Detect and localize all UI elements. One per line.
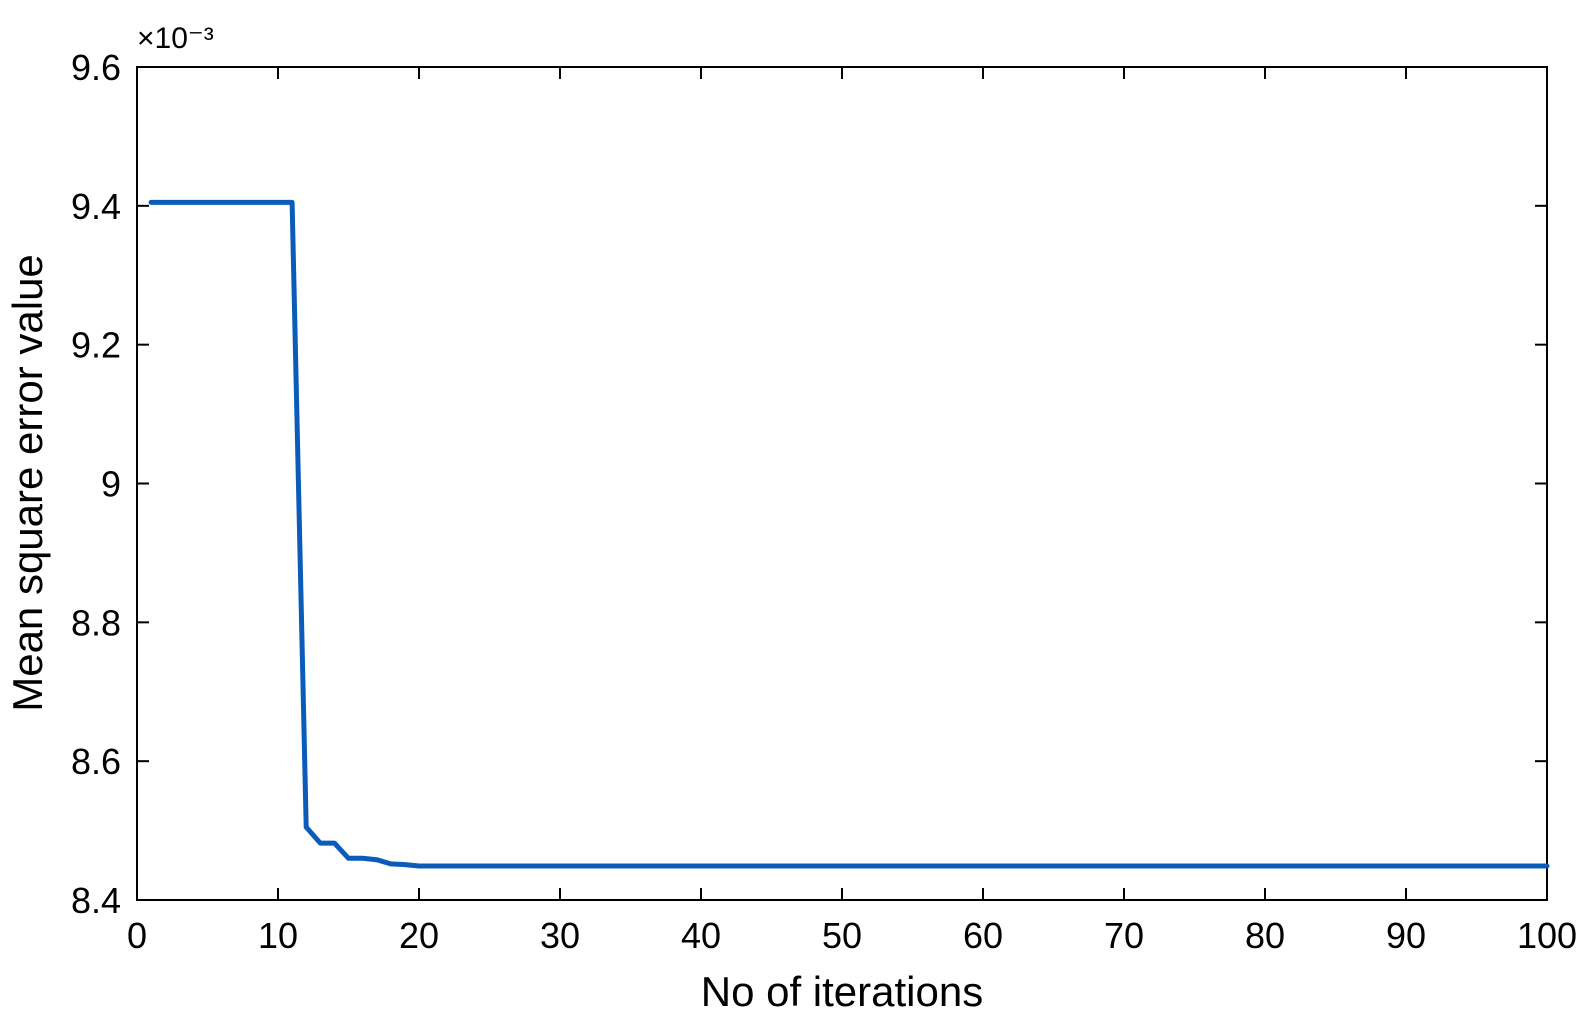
x-axis-label: No of iterations xyxy=(701,968,983,1015)
axis-tick-labels: 0 10 20 30 40 50 60 70 80 90 100 8.4 8.6 8.8 9 9.2 9.4 9.… xyxy=(71,47,1577,956)
plot-area xyxy=(136,66,1548,901)
series-group xyxy=(148,199,1550,869)
x-tick-label: 30 xyxy=(540,915,580,956)
y-tick-label: 8.6 xyxy=(71,741,121,782)
x-tick-label: 0 xyxy=(127,915,147,956)
x-tick-label: 50 xyxy=(822,915,862,956)
x-tick-label: 40 xyxy=(681,915,721,956)
x-tick-label: 10 xyxy=(258,915,298,956)
y-exponent-label: ×10⁻³ xyxy=(137,22,214,55)
y-tick-label: 8.8 xyxy=(71,602,121,643)
y-tick-label: 8.4 xyxy=(71,880,121,921)
series-line-1 xyxy=(148,199,1550,869)
y-tick-label: 9 xyxy=(101,464,121,505)
x-tick-label: 20 xyxy=(399,915,439,956)
y-tick-label: 9.4 xyxy=(71,186,121,227)
x-tick-label: 90 xyxy=(1386,915,1426,956)
x-tick-label: 70 xyxy=(1104,915,1144,956)
x-tick-label: 80 xyxy=(1245,915,1285,956)
x-tick-label: 100 xyxy=(1517,915,1577,956)
y-tick-label: 9.2 xyxy=(71,325,121,366)
y-tick-label: 9.6 xyxy=(71,47,121,88)
axis-ticks xyxy=(136,66,1548,901)
y-axis-label: Mean square error value xyxy=(4,254,51,712)
x-tick-label: 60 xyxy=(963,915,1003,956)
